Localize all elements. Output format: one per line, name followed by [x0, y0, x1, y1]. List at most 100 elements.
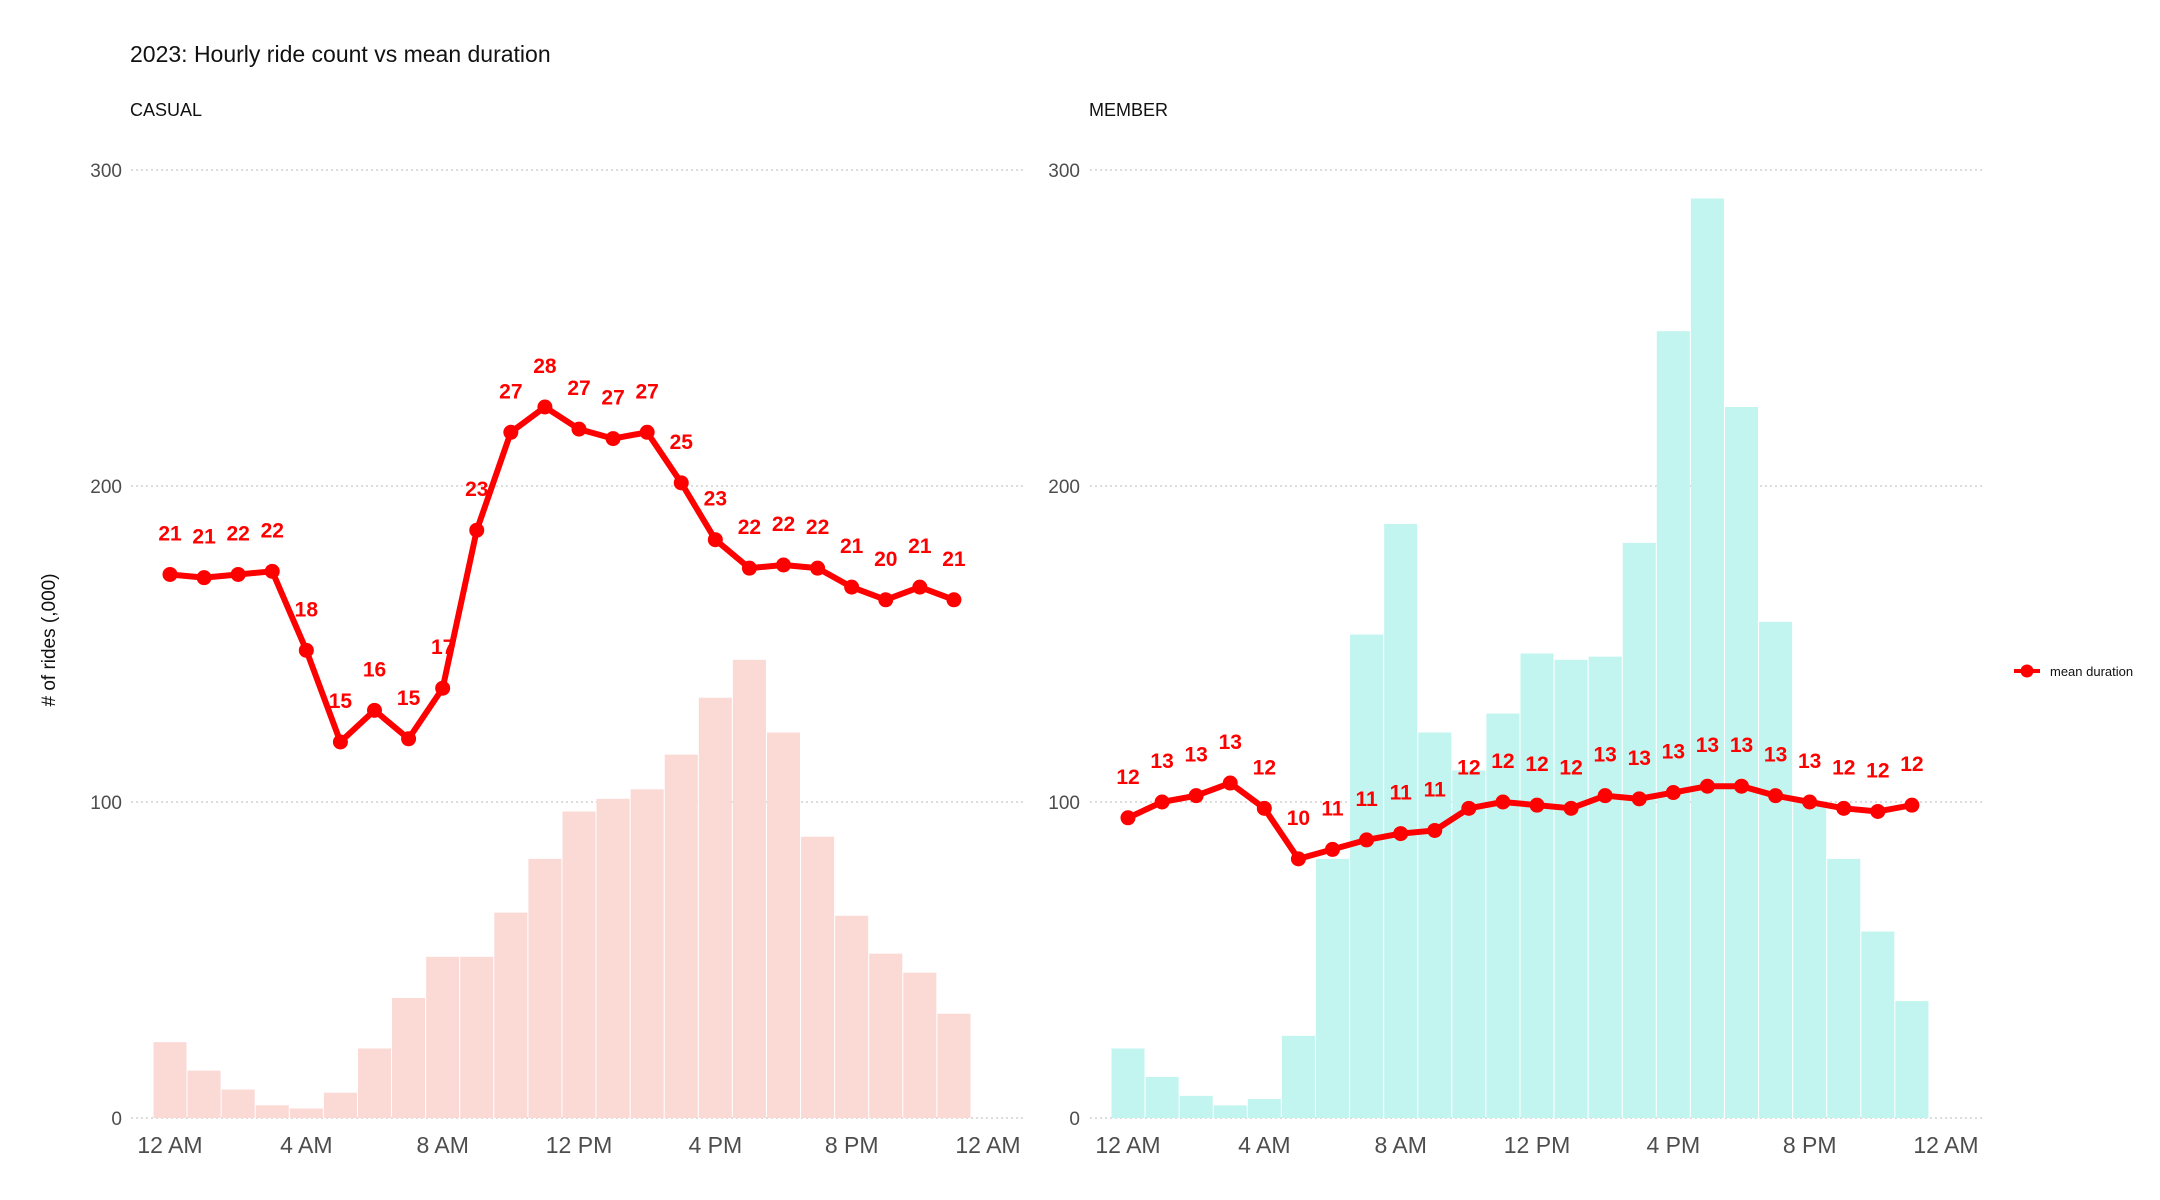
duration-label: 22 — [226, 522, 249, 545]
duration-label: 13 — [1184, 744, 1207, 767]
duration-label: 21 — [192, 526, 216, 549]
duration-label: 12 — [1491, 750, 1514, 773]
duration-point — [367, 702, 382, 718]
duration-label: 21 — [942, 548, 966, 571]
x-tick-label: 12 AM — [1095, 1132, 1160, 1158]
duration-point — [162, 566, 178, 582]
duration-label: 27 — [567, 377, 590, 400]
duration-label: 25 — [670, 431, 694, 454]
duration-point — [401, 731, 417, 747]
bar — [869, 953, 903, 1118]
duration-point — [1188, 788, 1204, 804]
bar — [494, 912, 528, 1118]
duration-point — [1393, 826, 1409, 842]
duration-point — [537, 399, 553, 415]
duration-label: 15 — [329, 690, 353, 713]
duration-point — [810, 560, 826, 576]
bar — [732, 659, 766, 1118]
duration-label: 22 — [738, 516, 761, 539]
duration-label: 13 — [1662, 741, 1685, 764]
bar — [1724, 407, 1759, 1118]
bar — [1247, 1099, 1281, 1118]
y-tick-label: 0 — [1069, 1109, 1080, 1130]
duration-point — [1836, 800, 1852, 816]
duration-label: 12 — [1525, 753, 1548, 776]
duration-label: 11 — [1390, 782, 1413, 805]
chart-title: 2023: Hourly ride count vs mean duration — [130, 41, 551, 67]
legend-label: mean duration — [2050, 664, 2133, 679]
duration-label: 13 — [1764, 744, 1787, 767]
duration-point — [1359, 832, 1375, 848]
bar — [562, 811, 596, 1118]
panel-member: MEMBER 0 100 200 300 12 AM 4 AM 8 AM 12 PM 4 PM 8 … — [1048, 100, 1985, 1158]
duration-label: 13 — [1219, 731, 1242, 754]
bar — [1111, 1048, 1145, 1118]
duration-label: 21 — [840, 535, 864, 558]
duration-label: 12 — [1900, 753, 1923, 776]
duration-label: 23 — [465, 478, 488, 501]
bar — [1452, 770, 1486, 1118]
duration-point — [1154, 794, 1170, 810]
duration-label: 12 — [1116, 766, 1139, 789]
duration-point — [1734, 778, 1749, 794]
duration-point — [196, 570, 212, 586]
duration-label: 23 — [704, 488, 727, 511]
duration-label: 27 — [499, 380, 522, 403]
y-tick-label: 300 — [90, 161, 122, 182]
duration-point — [503, 424, 519, 440]
duration-label: 11 — [1321, 797, 1344, 820]
duration-label: 12 — [1559, 756, 1582, 779]
bar — [1759, 621, 1793, 1118]
duration-point — [844, 579, 860, 595]
duration-point — [1904, 797, 1920, 813]
duration-label: 27 — [635, 380, 658, 403]
y-tick-label: 200 — [90, 477, 122, 498]
duration-label: 13 — [1730, 734, 1753, 757]
x-tick-label: 8 PM — [825, 1132, 879, 1158]
facet-label: MEMBER — [1089, 100, 1168, 120]
duration-label: 22 — [772, 513, 795, 536]
bar — [528, 858, 562, 1118]
bar — [1827, 858, 1861, 1118]
x-tick-label: 8 PM — [1783, 1132, 1837, 1158]
bar — [187, 1070, 221, 1118]
duration-point — [1461, 800, 1477, 816]
bar — [766, 732, 801, 1118]
duration-label: 13 — [1150, 750, 1173, 773]
x-tick-label: 8 AM — [1374, 1132, 1426, 1158]
duration-point — [1495, 794, 1511, 810]
bar — [698, 697, 732, 1118]
duration-label: 21 — [158, 522, 182, 545]
duration-label: 11 — [1355, 788, 1378, 811]
bar — [801, 836, 835, 1118]
bar — [1281, 1035, 1315, 1118]
bar — [357, 1048, 392, 1118]
duration-point — [1290, 851, 1306, 867]
duration-point — [1222, 775, 1238, 791]
x-tick-label: 4 PM — [1646, 1132, 1700, 1158]
duration-point — [435, 680, 451, 696]
bar — [1350, 634, 1384, 1118]
y-tick-label: 200 — [1048, 477, 1080, 498]
duration-label: 13 — [1798, 750, 1821, 773]
x-tick-label: 12 PM — [1504, 1132, 1570, 1158]
x-tick-label: 12 AM — [137, 1132, 202, 1158]
bar — [1213, 1105, 1247, 1118]
x-tick-label: 8 AM — [416, 1132, 468, 1158]
bar — [630, 789, 664, 1118]
bar — [1895, 1001, 1929, 1118]
duration-point — [639, 424, 655, 440]
duration-point — [878, 592, 894, 608]
x-tick-label: 4 PM — [688, 1132, 742, 1158]
duration-point — [1325, 841, 1340, 857]
duration-point — [673, 475, 689, 491]
duration-label: 22 — [806, 516, 829, 539]
bar — [1418, 732, 1452, 1118]
duration-point — [776, 557, 791, 573]
bar — [1486, 713, 1520, 1118]
duration-label: 13 — [1628, 747, 1651, 770]
duration-point — [469, 522, 485, 538]
bar — [664, 754, 698, 1118]
